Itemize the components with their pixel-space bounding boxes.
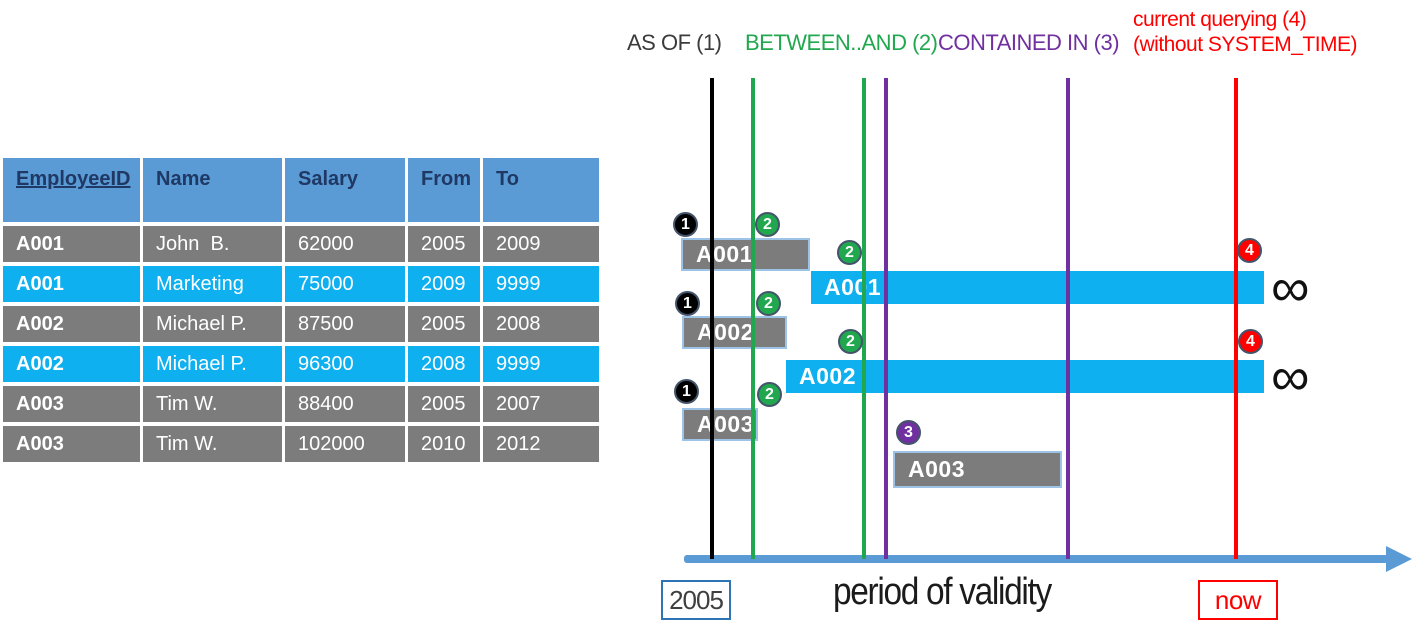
query-badge-2: 2	[755, 212, 780, 237]
table-cell: 102000	[285, 426, 405, 462]
legend-current-querying-line1: current querying (4)	[1133, 8, 1307, 31]
table-cell: 2008	[408, 346, 480, 382]
bar-label: A003	[908, 456, 965, 482]
column-header-label: To	[496, 168, 519, 190]
legend-contained-in: CONTAINED IN (3)	[938, 30, 1120, 55]
legend-current-querying-line2: (without SYSTEM_TIME)	[1133, 33, 1358, 56]
table-cell: 2009	[408, 266, 480, 302]
legend-as-of: AS OF (1)	[627, 30, 722, 55]
query-badge-4: 4	[1238, 329, 1263, 354]
query-badge-1: 1	[673, 212, 698, 237]
legend-current-querying: current querying (4) (without SYSTEM_TIM…	[1133, 7, 1358, 57]
start-year-label: 2005	[669, 584, 724, 615]
as-of-line	[710, 78, 714, 559]
table-cell: A003	[3, 386, 140, 422]
column-header-label: Name	[156, 168, 211, 190]
table-cell: 9999	[483, 266, 599, 302]
query-badge-3: 3	[896, 420, 921, 445]
column-header: To	[483, 158, 599, 222]
table-cell: A002	[3, 306, 140, 342]
contained-end-line	[1066, 78, 1070, 559]
table-cell: 2009	[483, 226, 599, 262]
axis-label: period of validity	[833, 571, 1052, 613]
infinity-symbol: ∞	[1271, 346, 1310, 407]
table-cell: 2008	[483, 306, 599, 342]
bar-label: A002	[799, 363, 856, 389]
contained-start-line	[884, 78, 888, 559]
table-cell: 96300	[285, 346, 405, 382]
validity-bar-a003-history: A003	[893, 451, 1062, 488]
between-start-line	[751, 78, 755, 559]
table-cell: 2012	[483, 426, 599, 462]
validity-bar-a003-history: A003	[682, 408, 758, 441]
table-cell: 2005	[408, 226, 480, 262]
query-badge-2: 2	[838, 329, 863, 354]
bar-label: A001	[824, 274, 881, 300]
table-cell: A001	[3, 266, 140, 302]
validity-bar-a002-history: A002	[682, 316, 787, 349]
now-label: now	[1214, 584, 1262, 615]
column-header: EmployeeID	[3, 158, 140, 222]
table-cell: 2007	[483, 386, 599, 422]
column-header: From	[408, 158, 480, 222]
table-cell: Tim W.	[143, 426, 282, 462]
query-badge-1: 1	[675, 291, 700, 316]
bar-label: A001	[696, 241, 753, 267]
employee-table: EmployeeID Name Salary From To A001 John B. 620…	[3, 158, 599, 462]
validity-bar-a001-current: A001	[811, 271, 1264, 304]
table-cell: 88400	[285, 386, 405, 422]
query-badge-4: 4	[1237, 238, 1262, 263]
table-cell: Michael P.	[143, 346, 282, 382]
bar-label: A003	[697, 411, 754, 437]
start-year-box: 2005	[661, 580, 731, 620]
between-end-line	[862, 78, 866, 559]
infinity-symbol: ∞	[1271, 257, 1310, 318]
table-cell: Tim W.	[143, 386, 282, 422]
table-cell: 87500	[285, 306, 405, 342]
table-cell: A001	[3, 226, 140, 262]
timeline-axis-arrowhead	[1386, 546, 1412, 572]
column-header-label: Salary	[298, 168, 359, 190]
legend-between-and: BETWEEN..AND (2)	[745, 30, 938, 55]
table-cell: Marketing	[143, 266, 282, 302]
table-cell: John B.	[143, 226, 282, 262]
table-cell: A002	[3, 346, 140, 382]
now-line	[1234, 78, 1238, 559]
column-header-label: EmployeeID	[16, 168, 131, 190]
table-cell: A003	[3, 426, 140, 462]
bar-label: A002	[697, 319, 754, 345]
table-cell: 75000	[285, 266, 405, 302]
column-header-label: From	[421, 168, 471, 190]
table-cell: 2010	[408, 426, 480, 462]
query-badge-2: 2	[837, 240, 862, 265]
table-cell: 62000	[285, 226, 405, 262]
table-cell: 9999	[483, 346, 599, 382]
validity-bar-a002-current: A002	[786, 360, 1264, 393]
table-cell: Michael P.	[143, 306, 282, 342]
query-badge-2: 2	[756, 291, 781, 316]
query-badge-1: 1	[674, 379, 699, 404]
column-header: Salary	[285, 158, 405, 222]
column-header: Name	[143, 158, 282, 222]
table-cell: 2005	[408, 306, 480, 342]
query-badge-2: 2	[757, 382, 782, 407]
timeline-axis	[684, 555, 1388, 563]
table-cell: 2005	[408, 386, 480, 422]
validity-bar-a001-history: A001	[681, 238, 810, 271]
now-box: now	[1198, 580, 1278, 620]
